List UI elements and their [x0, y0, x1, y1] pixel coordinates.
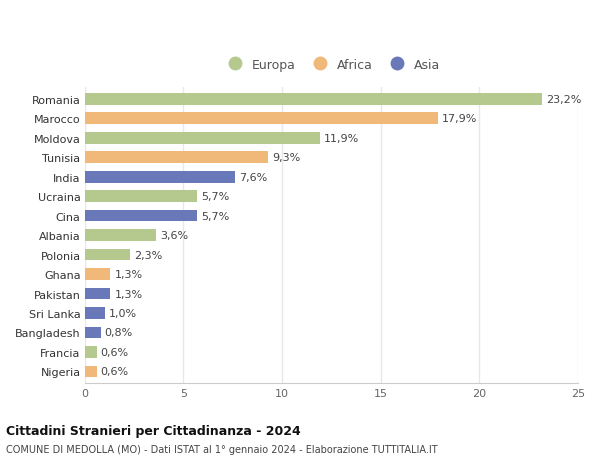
Bar — [85, 308, 104, 319]
Bar — [85, 230, 156, 241]
Text: 23,2%: 23,2% — [547, 95, 582, 105]
Text: 1,3%: 1,3% — [115, 269, 143, 280]
Bar — [85, 249, 130, 261]
Text: 0,6%: 0,6% — [101, 367, 128, 377]
Text: 1,3%: 1,3% — [115, 289, 143, 299]
Text: 3,6%: 3,6% — [160, 230, 188, 241]
Text: 5,7%: 5,7% — [201, 211, 229, 221]
Text: 2,3%: 2,3% — [134, 250, 163, 260]
Bar — [85, 113, 438, 125]
Text: 9,3%: 9,3% — [272, 153, 301, 163]
Text: 11,9%: 11,9% — [323, 134, 359, 143]
Text: Cittadini Stranieri per Cittadinanza - 2024: Cittadini Stranieri per Cittadinanza - 2… — [6, 424, 301, 437]
Bar — [85, 288, 110, 300]
Text: 0,6%: 0,6% — [101, 347, 128, 357]
Text: 1,0%: 1,0% — [109, 308, 137, 319]
Bar — [85, 347, 97, 358]
Bar — [85, 191, 197, 202]
Text: COMUNE DI MEDOLLA (MO) - Dati ISTAT al 1° gennaio 2024 - Elaborazione TUTTITALIA: COMUNE DI MEDOLLA (MO) - Dati ISTAT al 1… — [6, 444, 437, 454]
Text: 0,8%: 0,8% — [104, 328, 133, 338]
Text: 5,7%: 5,7% — [201, 192, 229, 202]
Text: 17,9%: 17,9% — [442, 114, 477, 124]
Bar — [85, 94, 542, 106]
Text: 7,6%: 7,6% — [239, 172, 267, 182]
Bar — [85, 327, 101, 339]
Bar — [85, 269, 110, 280]
Bar — [85, 172, 235, 183]
Bar — [85, 366, 97, 377]
Legend: Europa, Africa, Asia: Europa, Africa, Asia — [223, 59, 440, 72]
Bar — [85, 210, 197, 222]
Bar — [85, 133, 320, 144]
Bar — [85, 152, 268, 164]
